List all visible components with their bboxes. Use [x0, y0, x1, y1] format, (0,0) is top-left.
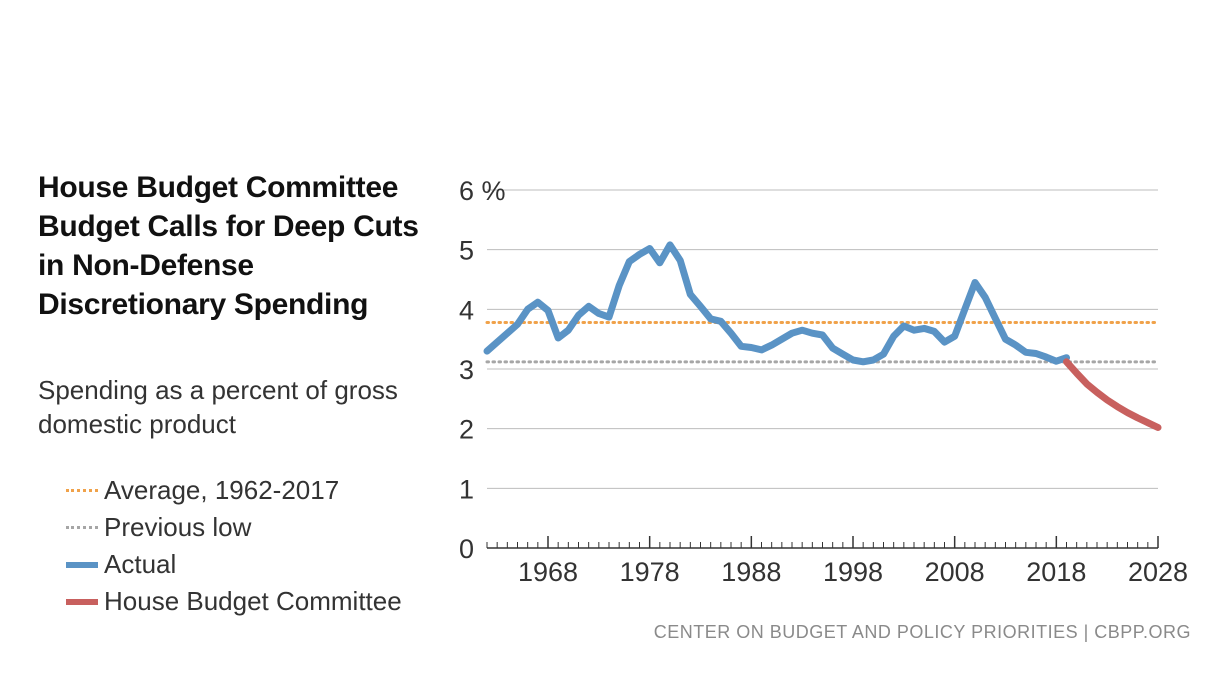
legend-swatch-actual — [66, 561, 98, 568]
chart-title: House Budget Committee Budget Calls for … — [38, 171, 419, 321]
legend-swatch-previous-low — [66, 526, 98, 529]
y-tick-label-1: 1 — [459, 474, 474, 504]
legend-item-average: Average, 1962-2017 — [66, 472, 402, 509]
x-tick-label-1998: 1998 — [823, 557, 883, 587]
legend-label-house-budget: House Budget Committee — [104, 586, 402, 616]
y-tick-label-3: 3 — [459, 355, 474, 385]
legend-item-actual: Actual — [66, 546, 402, 583]
series-actual-line — [483, 241, 1070, 366]
y-tick-label-5: 5 — [459, 236, 474, 266]
x-tick-label-1968: 1968 — [518, 557, 578, 587]
series-house-budget-line — [1063, 358, 1162, 431]
source-credit: CENTER ON BUDGET AND POLICY PRIORITIES |… — [653, 622, 1191, 642]
chart-subtitle: Spending as a percent of gross domestic … — [38, 375, 398, 439]
x-tick-label-2008: 2008 — [925, 557, 985, 587]
y-tick-label-0: 0 — [459, 534, 474, 564]
x-tick-label-2028: 2028 — [1128, 557, 1188, 587]
y-tick-label-6: 6 % — [459, 176, 506, 206]
legend-label-average: Average, 1962-2017 — [104, 475, 340, 505]
legend-swatch-average — [66, 489, 98, 492]
legend-item-house-budget: House Budget Committee — [66, 583, 402, 620]
legend: Average, 1962-2017 Previous low Actual H… — [66, 472, 402, 620]
legend-label-previous-low: Previous low — [104, 512, 252, 542]
legend-swatch-house-budget — [66, 598, 98, 605]
y-tick-label-4: 4 — [459, 295, 474, 325]
x-tick-label-2018: 2018 — [1026, 557, 1086, 587]
y-tick-label-2: 2 — [459, 415, 474, 445]
legend-item-previous-low: Previous low — [66, 509, 402, 546]
legend-label-actual: Actual — [104, 549, 177, 579]
x-tick-label-1988: 1988 — [721, 557, 781, 587]
x-tick-label-1978: 1978 — [620, 557, 680, 587]
